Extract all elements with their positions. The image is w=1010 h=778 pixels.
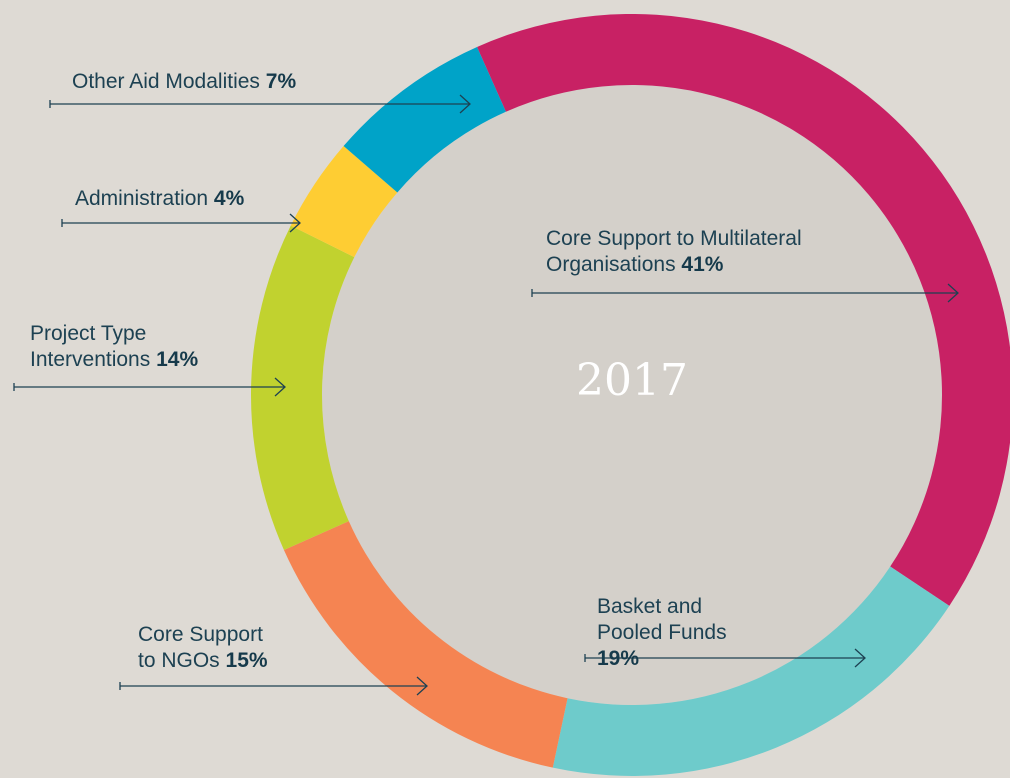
category-label: Core Support to Multilateral Organisatio…	[546, 227, 802, 276]
leader-arrow	[947, 283, 959, 303]
category-label: Basket and Pooled Funds	[597, 595, 727, 644]
leader-arrow	[274, 377, 286, 397]
segment-label: Core Support to Multilateral Organisatio…	[546, 226, 876, 278]
value-label: 19%	[597, 647, 640, 670]
value-label: 4%	[213, 187, 245, 210]
segment-label: Administration 4%	[75, 186, 244, 212]
leader-arrow	[416, 676, 428, 696]
segment-label: Basket and Pooled Funds 19%	[597, 594, 747, 672]
donut-hole	[322, 85, 942, 705]
segment-label: Other Aid Modalities 7%	[72, 69, 296, 95]
donut-segment	[251, 225, 355, 550]
category-label: Administration	[75, 187, 209, 210]
leader-arrow	[854, 648, 866, 668]
center-label: 2017	[576, 355, 688, 406]
value-label: 15%	[225, 649, 268, 672]
category-label: Other Aid Modalities	[72, 70, 260, 93]
value-label: 7%	[265, 70, 297, 93]
donut-segment	[283, 521, 568, 768]
value-label: 14%	[156, 348, 199, 371]
category-label: Core Support to NGOs	[138, 623, 263, 672]
leader-arrow	[289, 213, 301, 233]
segment-label: Project Type Interventions 14%	[30, 321, 250, 373]
donut-segment	[477, 14, 1010, 606]
leader-arrow	[459, 94, 471, 114]
donut-segment	[290, 146, 398, 258]
category-label: Project Type Interventions	[30, 322, 151, 371]
donut-segment	[552, 566, 950, 776]
value-label: 41%	[681, 253, 724, 276]
segment-label: Core Support to NGOs 15%	[138, 622, 283, 674]
donut-segment	[343, 46, 506, 193]
